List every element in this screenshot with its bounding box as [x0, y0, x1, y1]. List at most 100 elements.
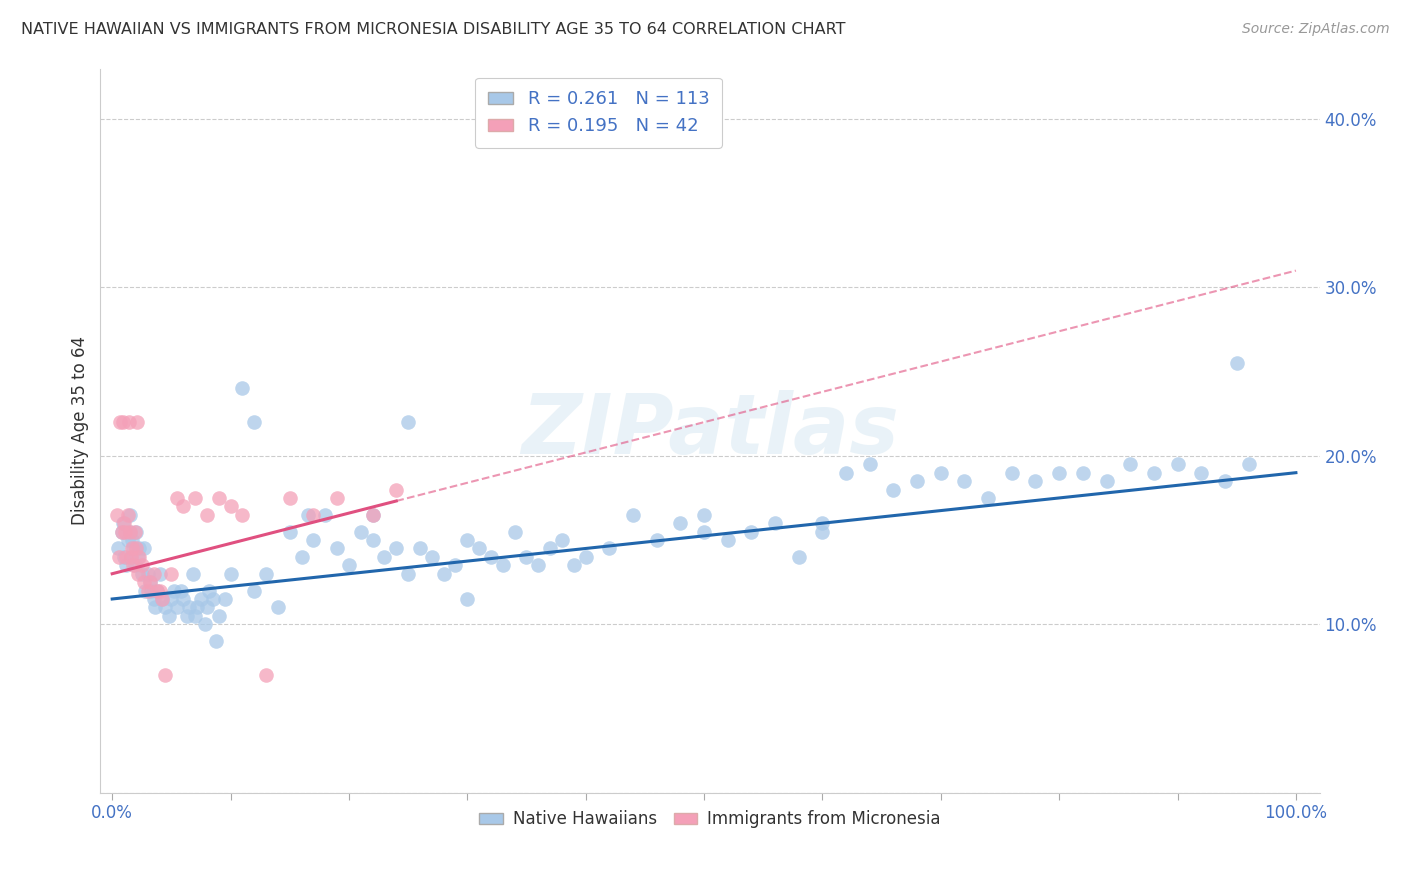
Point [163, 583, 186, 598]
Point [125, 415, 148, 429]
Point [290, 549, 312, 564]
Point [350, 524, 373, 539]
Point [142, 566, 165, 581]
Point [409, 541, 432, 556]
Point [1143, 466, 1166, 480]
Point [645, 533, 668, 547]
Point [115, 549, 138, 564]
Point [166, 491, 188, 505]
Point [740, 524, 762, 539]
Point [118, 524, 141, 539]
Point [1167, 457, 1189, 471]
Point [111, 524, 134, 539]
Point [882, 483, 904, 497]
Point [131, 558, 153, 573]
Point [243, 583, 266, 598]
Point [120, 549, 142, 564]
Point [121, 541, 143, 556]
Point [155, 600, 177, 615]
Point [385, 541, 408, 556]
Point [146, 583, 169, 598]
Point [117, 508, 139, 522]
Point [155, 667, 177, 681]
Point [396, 415, 419, 429]
Point [127, 566, 149, 581]
Point [929, 466, 952, 480]
Point [219, 566, 242, 581]
Point [124, 524, 146, 539]
Point [134, 575, 156, 590]
Point [160, 592, 183, 607]
Point [575, 549, 598, 564]
Point [254, 566, 277, 581]
Point [107, 541, 129, 556]
Point [131, 566, 153, 581]
Point [176, 608, 198, 623]
Point [468, 541, 491, 556]
Point [118, 508, 141, 522]
Point [302, 508, 325, 522]
Point [811, 516, 834, 531]
Point [337, 558, 360, 573]
Point [136, 583, 159, 598]
Point [170, 583, 193, 598]
Point [314, 508, 336, 522]
Point [1047, 466, 1070, 480]
Point [693, 508, 716, 522]
Point [118, 524, 141, 539]
Point [527, 558, 550, 573]
Point [139, 575, 162, 590]
Point [110, 415, 132, 429]
Point [134, 541, 156, 556]
Point [139, 575, 162, 590]
Point [1119, 457, 1142, 471]
Point [1189, 466, 1212, 480]
Point [1226, 356, 1249, 370]
Point [160, 566, 183, 581]
Point [243, 415, 266, 429]
Point [763, 516, 786, 531]
Point [142, 592, 165, 607]
Point [1095, 474, 1118, 488]
Point [214, 592, 236, 607]
Point [361, 508, 384, 522]
Point [172, 500, 194, 514]
Point [122, 541, 145, 556]
Point [118, 415, 141, 429]
Point [515, 549, 537, 564]
Point [112, 516, 135, 531]
Point [278, 491, 301, 505]
Point [115, 558, 138, 573]
Point [195, 600, 218, 615]
Y-axis label: Disability Age 35 to 64: Disability Age 35 to 64 [72, 336, 89, 525]
Point [278, 524, 301, 539]
Point [181, 566, 204, 581]
Text: ZIPatlas: ZIPatlas [522, 390, 898, 471]
Point [179, 600, 201, 615]
Point [112, 549, 135, 564]
Point [166, 600, 188, 615]
Point [433, 566, 456, 581]
Point [503, 524, 526, 539]
Point [141, 583, 163, 598]
Point [456, 533, 478, 547]
Point [122, 558, 145, 573]
Point [157, 608, 180, 623]
Point [201, 592, 224, 607]
Point [297, 508, 319, 522]
Point [621, 508, 644, 522]
Point [492, 558, 515, 573]
Point [117, 533, 139, 547]
Point [717, 533, 740, 547]
Point [148, 566, 170, 581]
Point [373, 549, 395, 564]
Point [219, 500, 242, 514]
Text: NATIVE HAWAIIAN VS IMMIGRANTS FROM MICRONESIA DISABILITY AGE 35 TO 64 CORRELATIO: NATIVE HAWAIIAN VS IMMIGRANTS FROM MICRO… [21, 22, 845, 37]
Point [669, 516, 692, 531]
Point [190, 592, 212, 607]
Point [148, 583, 170, 598]
Point [787, 549, 810, 564]
Point [361, 508, 384, 522]
Point [254, 667, 277, 681]
Point [456, 592, 478, 607]
